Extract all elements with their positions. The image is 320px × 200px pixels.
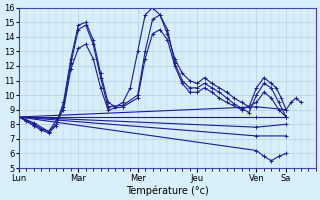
X-axis label: Température (°c): Température (°c) — [126, 185, 209, 196]
